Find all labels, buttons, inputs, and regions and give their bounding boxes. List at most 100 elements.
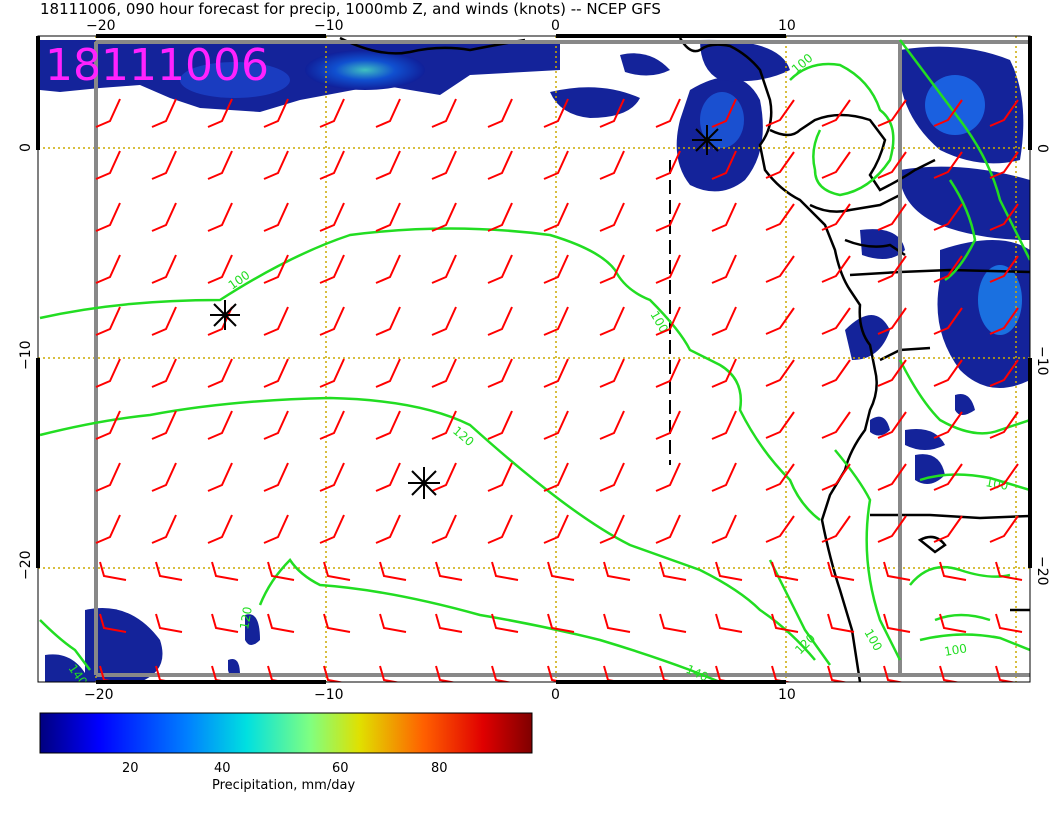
wind-barb [319,514,345,544]
wind-barb [877,255,907,283]
wind-barb [821,151,851,179]
star-marker-east [692,125,722,155]
wind-barb [491,561,519,581]
wind-barb [543,202,569,232]
wind-barb [765,515,795,543]
wind-barb [877,515,907,543]
top-tick-label: −20 [86,18,116,34]
wind-barb [599,514,625,544]
wind-barb [151,150,177,180]
wind-barb [877,151,907,179]
wind-barbs [95,98,1023,682]
wind-barb [95,514,121,544]
wind-barb [263,410,289,440]
wind-barb [883,613,911,633]
wind-barb [603,613,631,633]
wind-barb [765,151,795,179]
wind-barb [995,561,1023,581]
wind-barb [487,150,513,180]
wind-barb [933,99,963,127]
right-axis-ticks: 0 −10 −20 [1034,144,1050,586]
wind-barb [765,307,795,335]
top-axis-ticks: −20 −10 0 10 [86,18,796,34]
wind-barb [821,255,851,283]
wind-barb [711,462,737,492]
wind-barb [207,514,233,544]
wind-barb [599,462,625,492]
wind-barb [995,665,1017,682]
gridlines [38,36,1030,682]
wind-barb [821,359,851,387]
wind-barb [151,514,177,544]
wind-barb [765,255,795,283]
wind-barb [821,99,851,127]
contour-label-120-left: 120 [237,606,255,631]
wind-barb [827,665,849,682]
wind-barb [989,515,1019,543]
wind-barb [877,411,907,439]
date-stamp: 18111006 [45,40,269,91]
bottom-tick-label: 10 [778,687,796,703]
wind-barb [659,613,687,633]
wind-barb [711,150,737,180]
wind-barb [989,203,1019,231]
wind-barb [655,514,681,544]
colorbar-tick: 40 [214,761,231,776]
wind-barb [263,98,289,128]
wind-barb [989,99,1019,127]
wind-barb [151,410,177,440]
right-tick-label: 0 [1034,144,1050,153]
wind-barb [655,462,681,492]
wind-barb [151,202,177,232]
domain-frame [94,40,1030,677]
wind-barb [821,515,851,543]
left-axis-ticks: 0 −10 −20 [18,143,34,580]
colorbar-tick: 20 [122,761,139,776]
wind-barb [95,410,121,440]
wind-barb [151,462,177,492]
wind-barb [431,514,457,544]
colorbar-tick: 60 [332,761,349,776]
wind-barb [877,203,907,231]
wind-barb [267,613,295,633]
wind-barb [319,462,345,492]
wind-barb [933,255,963,283]
left-tick-label: −10 [18,340,34,370]
wind-barb [989,463,1019,491]
wind-barb [207,254,233,284]
bottom-tick-label: −20 [84,687,114,703]
wind-barb [883,561,911,581]
colorbar-label: Precipitation, mm/day [212,778,355,793]
wind-barb [375,202,401,232]
wind-barb [655,306,681,336]
wind-barb [263,462,289,492]
bottom-axis-ticks: −20 −10 0 10 [84,687,796,703]
wind-barb [827,613,855,633]
colorbar-gradient [39,712,533,754]
wind-barb [771,613,799,633]
wind-barb [599,202,625,232]
wind-barb [599,358,625,388]
wind-barb [319,98,345,128]
wind-barb [375,514,401,544]
wind-barb [487,514,513,544]
wind-barb [939,665,961,682]
wind-barb [655,410,681,440]
wind-barb [95,358,121,388]
wind-barb [95,254,121,284]
wind-barb [765,463,795,491]
wind-barb [207,150,233,180]
wind-barb [655,254,681,284]
storm-markers [210,125,722,499]
wind-barb [771,561,799,581]
wind-barb [95,306,121,336]
wind-barb [431,462,457,492]
colorbar-tick: 80 [431,761,448,776]
wind-barb [435,665,457,682]
bottom-tick-label: 0 [551,687,560,703]
left-tick-label: 0 [18,143,34,152]
wind-barb [547,665,569,682]
bottom-tick-label: −10 [314,687,344,703]
wind-barb [151,306,177,336]
